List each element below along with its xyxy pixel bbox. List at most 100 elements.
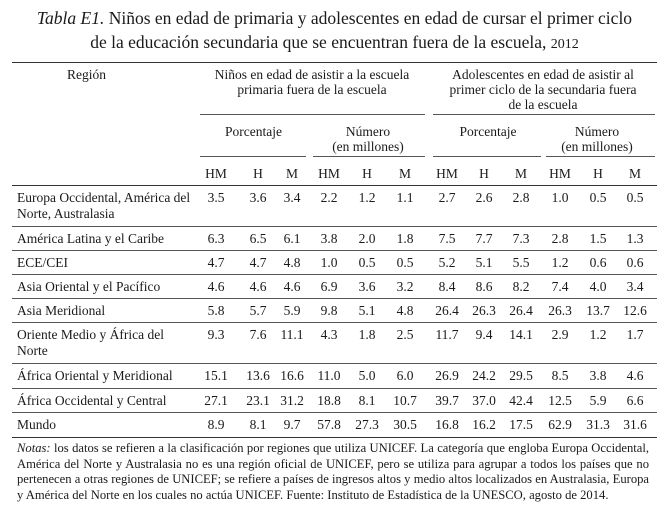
row-value-cell: 2.8 (512, 190, 530, 205)
row-value-cell: 6.1 (283, 231, 301, 246)
row-region-line: Oriente Medio y África del (17, 327, 164, 342)
notes-text: los datos se refieren a la clasificación… (17, 441, 649, 502)
subheader-cell: M (628, 166, 641, 181)
notes-label: Notas: (17, 441, 51, 455)
row-value-cell: 13.7 (586, 303, 610, 318)
row-value-cell: 4.8 (283, 255, 301, 270)
row-value-cell: 8.1 (358, 393, 376, 408)
row-region: África Oriental y Meridional (17, 368, 197, 384)
row-value-cell: 5.9 (589, 393, 607, 408)
row-value-cell: 29.5 (509, 368, 533, 383)
table-title: Tabla E1. Niños en edad de primaria y ad… (0, 6, 669, 57)
row-region-line: Norte (17, 343, 48, 358)
row-value-cell: 42.4 (509, 393, 533, 408)
row-value-cell: 1.5 (589, 231, 607, 246)
header-pct-children: Porcentaje (225, 124, 282, 139)
row-region: América Latina y el Caribe (17, 231, 197, 247)
header-bottom-rule (12, 185, 657, 186)
row-value-cell: 4.6 (283, 279, 301, 294)
subheader-cell: HM (549, 166, 571, 181)
row-value-cell: 3.2 (396, 279, 414, 294)
row-region-line: Norte, Australasia (17, 206, 115, 221)
subheader-cell: HM (205, 166, 227, 181)
row-region-line: Mundo (17, 417, 57, 432)
row-value-cell: 15.1 (204, 368, 228, 383)
row-value-cell: 16.2 (472, 417, 496, 432)
row-value-cell: 24.2 (472, 368, 496, 383)
row-value-cell: 7.7 (475, 231, 493, 246)
top-rule (12, 62, 657, 63)
row-value-cell: 11.0 (317, 368, 341, 383)
row-value-cell: 7.5 (438, 231, 456, 246)
row-value-cell: 17.5 (509, 417, 533, 432)
row-value-cell: 37.0 (472, 393, 496, 408)
header-group-adolescents-line-2: primer ciclo de la secundaria fuera (449, 82, 637, 97)
row-value-cell: 31.2 (280, 393, 304, 408)
row-value-cell: 2.2 (320, 190, 338, 205)
row-region-line: Europa Occidental, América del (17, 190, 191, 205)
row-value-cell: 3.8 (589, 368, 607, 383)
row-value-cell: 0.5 (358, 255, 376, 270)
subheader-cell: H (362, 166, 372, 181)
row-value-cell: 27.1 (204, 393, 228, 408)
row-region: Asia Oriental y el Pacífico (17, 279, 197, 295)
row-value-cell: 16.8 (435, 417, 459, 432)
header-pct-adolescents: Porcentaje (459, 124, 517, 139)
row-value-cell: 4.0 (589, 279, 607, 294)
row-divider (12, 363, 657, 364)
row-value-cell: 5.1 (475, 255, 493, 270)
subheader-cell: M (285, 166, 298, 181)
subheader-cell: HM (436, 166, 458, 181)
sub-rule-1 (200, 156, 306, 157)
header-group-children: Niños en edad de asistir a la escuela pr… (198, 67, 426, 97)
row-value-cell: 8.1 (249, 417, 267, 432)
row-value-cell: 18.8 (317, 393, 341, 408)
row-value-cell: 4.6 (249, 279, 267, 294)
row-value-cell: 0.5 (589, 190, 607, 205)
row-value-cell: 10.7 (393, 393, 417, 408)
sub-rule-4 (546, 156, 655, 157)
row-value-cell: 1.3 (626, 231, 644, 246)
table-number: Tabla E1. (36, 8, 105, 28)
row-value-cell: 12.5 (548, 393, 572, 408)
row-value-cell: 6.0 (396, 368, 414, 383)
row-value-cell: 3.5 (207, 190, 225, 205)
group-children-rule (200, 114, 425, 115)
row-region-line: Asia Oriental y el Pacífico (17, 279, 161, 294)
row-value-cell: 2.5 (396, 327, 414, 342)
header-num-adolescents: Número (en millones) (540, 124, 654, 154)
row-value-cell: 0.5 (626, 190, 644, 205)
header-num-children-line-1: Número (345, 124, 391, 139)
row-value-cell: 23.1 (246, 393, 270, 408)
row-value-cell: 0.5 (396, 255, 414, 270)
subheader-cell: M (514, 166, 527, 181)
row-value-cell: 13.6 (246, 368, 270, 383)
row-divider (12, 298, 657, 299)
row-value-cell: 4.6 (207, 279, 225, 294)
row-value-cell: 1.8 (396, 231, 414, 246)
row-value-cell: 26.3 (548, 303, 572, 318)
row-value-cell: 26.4 (509, 303, 533, 318)
row-divider (12, 226, 657, 227)
row-value-cell: 26.3 (472, 303, 496, 318)
row-value-cell: 9.4 (475, 327, 493, 342)
title-text-2: de la educación secundaria que se encuen… (90, 32, 547, 52)
subheader-cell: H (479, 166, 489, 181)
row-value-cell: 3.4 (283, 190, 301, 205)
table-bottom-rule (12, 437, 657, 438)
row-value-cell: 31.3 (586, 417, 610, 432)
row-value-cell: 12.6 (623, 303, 647, 318)
header-num-adolescents-line-1: Número (574, 124, 620, 139)
row-value-cell: 11.7 (435, 327, 459, 342)
row-region-line: América Latina y el Caribe (17, 231, 164, 246)
subheader-cell: H (593, 166, 603, 181)
row-value-cell: 14.1 (509, 327, 533, 342)
header-num-children-line-2: (en millones) (332, 139, 404, 154)
row-value-cell: 1.2 (589, 327, 607, 342)
row-value-cell: 9.8 (320, 303, 338, 318)
row-value-cell: 1.0 (320, 255, 338, 270)
row-region: Oriente Medio y África del Norte (17, 327, 197, 359)
row-divider (12, 274, 657, 275)
row-value-cell: 3.6 (249, 190, 267, 205)
